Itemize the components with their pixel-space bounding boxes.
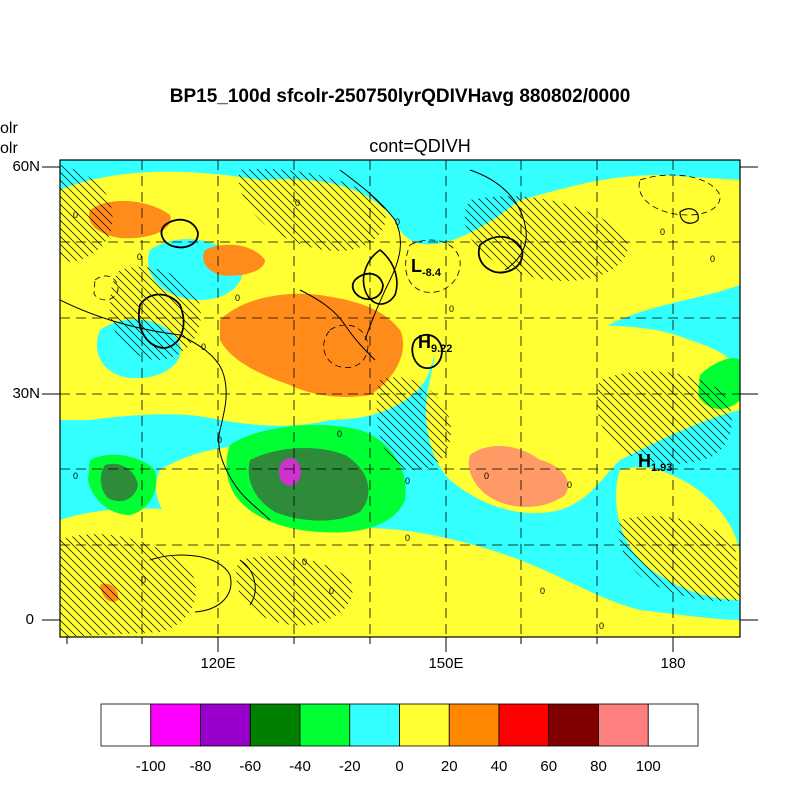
- svg-text:0: 0: [405, 476, 410, 486]
- colorbar-box-6: [399, 703, 450, 747]
- svg-text:0: 0: [302, 557, 307, 567]
- colorbar-box-9: [548, 703, 599, 747]
- svg-text:0: 0: [405, 533, 410, 543]
- orange-region-north: [203, 244, 265, 276]
- svg-text:0: 0: [395, 217, 400, 227]
- darkgreen-region-west-pacific: [248, 448, 369, 521]
- svg-text:0: 0: [73, 471, 78, 481]
- svg-text:0: 0: [337, 429, 342, 439]
- colorbar-label-7: 40: [490, 758, 508, 775]
- colorbar-label-2: -60: [239, 758, 262, 775]
- plot-title: BP15_100d sfcolr-250750lyrQDIVHavg 88080…: [169, 86, 631, 107]
- contour-lines: [138, 208, 699, 370]
- colorbar-box-10: [598, 703, 649, 747]
- lat-label-60n: 60N: [12, 158, 40, 175]
- dashed-contours: [93, 174, 721, 369]
- svg-text:0: 0: [137, 252, 142, 262]
- coastline-layer: [60, 169, 527, 613]
- cut-off-label-1: olr: [0, 120, 18, 137]
- axis-ticks: [42, 166, 758, 652]
- graticule: [60, 160, 740, 637]
- map-fill-layer: [60, 160, 740, 637]
- lon-label-120e: 120E: [200, 655, 236, 672]
- svg-text:0: 0: [449, 304, 454, 314]
- colorbar-box-8: [498, 703, 550, 747]
- colorbar-box-5: [349, 703, 400, 747]
- svg-text:0: 0: [710, 254, 715, 264]
- colorbar-box-2: [200, 703, 251, 747]
- colorbar-box-0: [100, 703, 152, 747]
- colorbar-box-3: [249, 703, 301, 747]
- lat-label-0: 0: [25, 611, 34, 628]
- svg-text:0: 0: [235, 293, 240, 303]
- colorbar-label-9: 80: [590, 758, 607, 775]
- svg-text:0: 0: [73, 210, 78, 220]
- svg-text:0: 0: [141, 575, 146, 585]
- cut-off-label-2: olr: [0, 140, 18, 157]
- lon-label-180: 180: [660, 655, 686, 672]
- svg-text:0: 0: [201, 342, 206, 352]
- orange-region-japan: [220, 293, 404, 397]
- svg-text:0: 0: [540, 586, 545, 596]
- low-center-label: L-8.4: [411, 256, 442, 279]
- svg-text:0: 0: [484, 471, 489, 481]
- yellow-region-south: [60, 508, 740, 637]
- high-center-label-1: H9.22: [418, 332, 452, 355]
- svg-text:0: 0: [599, 621, 604, 631]
- hatched-areas: [60, 165, 740, 637]
- colorbar-box-7: [448, 703, 500, 747]
- colorbar: [100, 703, 699, 747]
- colorbar-label-1: -80: [189, 758, 212, 775]
- lon-label-150e: 150E: [428, 655, 464, 672]
- colorbar-label-10: 100: [635, 758, 661, 775]
- map-frame: [59, 159, 741, 638]
- colorbar-label-5: 0: [395, 758, 404, 775]
- lat-label-30n: 30N: [12, 385, 40, 402]
- magenta-core: [279, 458, 301, 486]
- contour-zero-labels: 0 0 0 0 0 0 0 0 0 0 0 0 0 0 0 0 0 0 0 0 0: [73, 198, 715, 631]
- colorbar-label-8: 60: [540, 758, 558, 775]
- colorbar-box-1: [150, 703, 201, 747]
- darkgreen-region-indochina: [100, 463, 138, 502]
- high-center-label-2: H1.93: [638, 451, 672, 474]
- pressure-centers: L-8.4 H9.22 H1.93: [411, 256, 672, 474]
- plot-subtitle: cont=QDIVH: [369, 136, 471, 156]
- colorbar-label-4: -20: [338, 758, 361, 775]
- colorbar-label-3: -40: [289, 758, 311, 775]
- svg-text:0: 0: [295, 198, 300, 208]
- colorbar-label-6: 20: [440, 758, 458, 775]
- svg-text:0: 0: [217, 435, 222, 445]
- svg-text:0: 0: [567, 480, 572, 490]
- colorbar-box-11: [647, 703, 699, 747]
- svg-text:0: 0: [329, 586, 334, 596]
- colorbar-label-0: -100: [135, 758, 166, 775]
- salmon-region-east: [468, 445, 569, 507]
- svg-text:0: 0: [660, 227, 665, 237]
- colorbar-box-4: [299, 703, 351, 747]
